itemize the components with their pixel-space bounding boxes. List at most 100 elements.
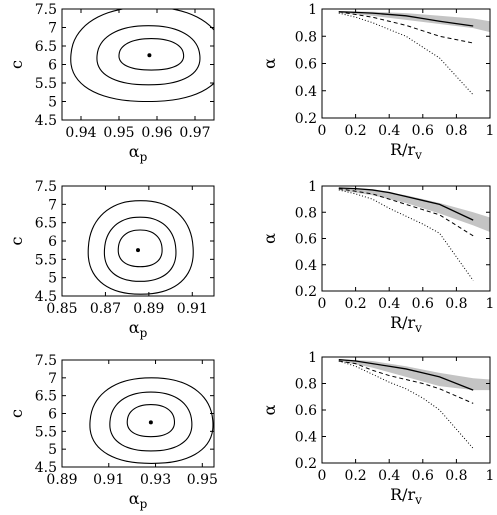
- x-axis-label: αp: [129, 318, 148, 340]
- plot-area: [338, 358, 490, 449]
- contour-level-3: [87, 200, 194, 295]
- contour-level-2: [109, 391, 193, 452]
- best-fit-point: [148, 420, 153, 425]
- y-axis-label: c: [7, 409, 26, 418]
- panel-row2-right: 0 0.2 0.4 0.6 0.8 10.20.40.60.81R/rvα: [260, 179, 494, 335]
- x-tick-label: 0.4: [378, 468, 400, 484]
- y-tick-label: 6.5: [35, 216, 57, 232]
- y-axis-label: α: [260, 233, 279, 244]
- x-tick-label: 0.8: [445, 468, 467, 484]
- y-tick-label: 0.2: [295, 456, 317, 472]
- x-tick-label: 0.4: [378, 123, 400, 139]
- x-tick-label: 0.6: [412, 296, 434, 312]
- x-axis-label: R/rv: [390, 313, 422, 335]
- y-tick-label: 0.4: [295, 430, 317, 446]
- x-tick-label: 0.87: [90, 301, 121, 317]
- x-tick-label: 0.95: [187, 472, 218, 488]
- y-tick-label: 7.5: [35, 353, 57, 369]
- y-tick-label: 7: [48, 21, 57, 37]
- x-axis-label: αp: [129, 489, 148, 511]
- x-tick-label: 0.95: [103, 125, 134, 141]
- x-tick-label: 1: [486, 296, 495, 312]
- x-tick-label: 0.96: [141, 125, 172, 141]
- x-tick-label: 0.8: [445, 296, 467, 312]
- panel-row3-left: 0.89 0.91 0.93 0.95 4.5 5 5.56 6.5 7 7.5 αp c: [7, 353, 218, 511]
- x-tick-label: 0.2: [344, 296, 366, 312]
- contour-level-3: [89, 377, 214, 464]
- axes-frame: [61, 185, 215, 297]
- series-line-dashed: [338, 11, 474, 44]
- x-tick-label: 0.85: [46, 301, 77, 317]
- contour-level-2: [96, 25, 201, 86]
- y-tick-label: 0.8: [295, 377, 317, 393]
- x-tick-label: 0.6: [412, 468, 434, 484]
- x-axis-label: R/rv: [390, 485, 422, 507]
- y-tick-label: 5: [48, 271, 57, 287]
- y-axis-label: c: [7, 60, 26, 69]
- x-tick-label: 1: [486, 468, 495, 484]
- x-tick-label: 0.89: [133, 301, 164, 317]
- x-tick-label: 0.94: [65, 125, 96, 141]
- x-tick-label: 0.4: [378, 296, 400, 312]
- axes-frame: [61, 359, 215, 468]
- series-line-solid: [338, 359, 474, 391]
- y-tick-label: 0.4: [295, 84, 317, 100]
- y-tick-label: 0.2: [295, 111, 317, 127]
- x-tick-label: 0.2: [344, 468, 366, 484]
- x-tick-label: 0.2: [344, 123, 366, 139]
- confidence-band: [338, 358, 490, 391]
- contour-level-1: [117, 229, 163, 268]
- x-tick-label: 1: [486, 123, 495, 139]
- y-tick-label: 5.5: [35, 424, 57, 440]
- x-tick-label: 0: [318, 296, 327, 312]
- contour-level-3: [70, 9, 214, 103]
- plot-area: [338, 11, 490, 96]
- y-tick-label: 7: [48, 371, 57, 387]
- plot-area: [89, 377, 214, 464]
- y-tick-label: 5.5: [35, 252, 57, 268]
- y-tick-label: 5: [48, 95, 57, 111]
- x-tick-label: 0: [318, 468, 327, 484]
- series-line-solid: [338, 187, 474, 221]
- y-tick-label: 0.2: [295, 284, 317, 300]
- y-tick-label: 6: [48, 58, 57, 74]
- confidence-band: [338, 11, 490, 33]
- y-tick-label: 1: [308, 179, 317, 195]
- best-fit-point: [136, 248, 140, 253]
- y-tick-label: 0.4: [295, 258, 317, 274]
- y-tick-label: 6: [48, 407, 57, 423]
- contour-level-1: [118, 38, 185, 71]
- x-tick-label: 0.8: [445, 123, 467, 139]
- y-axis-label: α: [260, 404, 279, 415]
- panel-row1-left: 0.94 0.95 0.96 0.97 4.5 5 5.5 6 6.5 7 7.5 αp c: [7, 2, 215, 164]
- series-line-dashed: [338, 360, 474, 404]
- y-tick-label: 4.5: [35, 460, 57, 476]
- y-tick-label: 0.6: [295, 232, 317, 248]
- y-axis-label: c: [7, 236, 26, 245]
- y-tick-label: 0.6: [295, 57, 317, 73]
- y-tick-label: 4.5: [35, 113, 57, 129]
- y-tick-label: 7.5: [35, 179, 57, 195]
- x-tick-label: 0.93: [140, 472, 171, 488]
- x-tick-label: 0: [318, 123, 327, 139]
- plot-area: [87, 200, 194, 295]
- x-axis-label: αp: [129, 142, 148, 164]
- x-tick-label: 0.91: [177, 301, 208, 317]
- panel-row3-right: 0 0.2 0.4 0.6 0.8 10.20.40.60.81R/rvα: [260, 350, 494, 507]
- y-tick-label: 5: [48, 442, 57, 458]
- y-tick-label: 4.5: [35, 289, 57, 305]
- y-tick-label: 6.5: [35, 389, 57, 405]
- y-tick-label: 0.6: [295, 403, 317, 419]
- y-tick-label: 6: [48, 234, 57, 250]
- plot-area: [70, 9, 214, 103]
- plot-area: [338, 187, 490, 281]
- confidence-band: [338, 187, 490, 232]
- contour-level-2: [103, 216, 177, 282]
- y-tick-label: 6.5: [35, 39, 57, 55]
- series-line-dashed: [338, 188, 474, 237]
- series-line-dotted: [338, 360, 474, 449]
- y-axis-label: α: [260, 58, 279, 69]
- best-fit-point: [147, 53, 152, 58]
- x-tick-label: 0.91: [93, 472, 124, 488]
